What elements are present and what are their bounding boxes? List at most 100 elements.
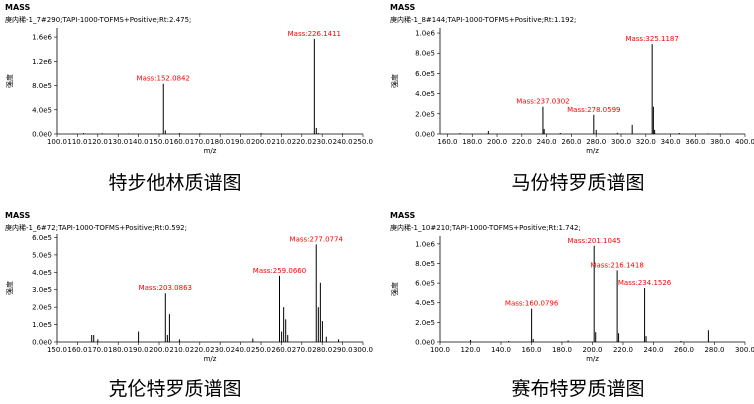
x-tick-label: 400.0	[735, 138, 754, 146]
x-tick-label: 140.0	[491, 346, 511, 354]
x-tick-label: 340.0	[661, 138, 681, 146]
caption: 克伦特罗质谱图	[108, 378, 241, 400]
x-tick-label: 190.0	[231, 138, 251, 146]
x-tick-label: 170.0	[190, 138, 210, 146]
x-tick-label: 230.0	[312, 138, 332, 146]
x-tick-label: 160.0	[437, 138, 457, 146]
x-tick-label: 100.0	[430, 346, 450, 354]
panel-subtitle: 庚内稀-1_8#144;TAPI-1000-TOFMS+Positive;Rt:…	[390, 15, 576, 24]
y-tick-label: 0.0e0	[415, 131, 435, 139]
x-tick-label: 220.0	[512, 138, 532, 146]
x-tick-label: 180.0	[210, 138, 230, 146]
x-tick-label: 180.0	[552, 346, 572, 354]
peak-label: Mass:234.1526	[618, 279, 672, 287]
x-tick-label: 110.0	[67, 138, 87, 146]
y-axis-label: 强度	[5, 74, 14, 88]
x-tick-label: 240.0	[537, 138, 557, 146]
x-tick-label: 220.0	[613, 346, 633, 354]
y-tick-label: 3.0e5	[32, 286, 52, 294]
x-tick-label: 160.0	[67, 346, 87, 354]
y-tick-label: 0.0e0	[32, 131, 52, 139]
x-tick-label: 280.0	[312, 346, 332, 354]
x-axis-label: m/z	[586, 355, 599, 363]
x-axis-label: m/z	[204, 355, 217, 363]
x-tick-label: 210.0	[271, 138, 291, 146]
y-tick-label: 4.0e5	[415, 299, 435, 307]
panel-subtitle: 庚内稀-1_7#290;TAPI-1000-TOFMS+Positive;Rt:…	[5, 15, 191, 24]
x-tick-label: 150.0	[47, 346, 67, 354]
x-tick-label: 290.0	[333, 346, 353, 354]
x-axis-label: m/z	[586, 147, 599, 155]
x-tick-label: 280.0	[704, 346, 724, 354]
x-tick-label: 360.0	[685, 138, 705, 146]
panel-subtitle: 庚内稀-1_6#72;TAPI-1000-TOFMS+Positive;Rt:0…	[5, 223, 187, 232]
spectrum-panel: MASS 庚内稀-1_6#72;TAPI-1000-TOFMS+Positive;…	[5, 211, 373, 400]
x-tick-label: 260.0	[561, 138, 581, 146]
panel-title: MASS	[5, 3, 31, 12]
peak-label: Mass:259.0660	[253, 267, 306, 275]
y-tick-label: 6.0e5	[415, 280, 435, 288]
x-tick-label: 240.0	[643, 346, 663, 354]
y-tick-label: 1.6e6	[32, 34, 52, 42]
caption: 赛布特罗质谱图	[511, 378, 644, 400]
x-tick-label: 230.0	[210, 346, 230, 354]
x-tick-label: 300.0	[735, 346, 754, 354]
y-tick-label: 1.0e6	[415, 30, 435, 38]
y-axis-label: 强度	[390, 74, 399, 88]
x-tick-label: 200.0	[582, 346, 602, 354]
x-tick-label: 180.0	[462, 138, 482, 146]
x-tick-label: 240.0	[333, 138, 353, 146]
x-tick-label: 380.0	[710, 138, 730, 146]
x-tick-label: 100.0	[47, 138, 67, 146]
y-axis-label: 强度	[390, 282, 399, 296]
x-tick-label: 150.0	[149, 138, 169, 146]
y-tick-label: 4.0e5	[415, 90, 435, 98]
peak-label: Mass:216.1418	[590, 261, 643, 269]
x-tick-label: 250.0	[353, 138, 373, 146]
y-axis-label: 强度	[5, 281, 14, 295]
y-tick-label: 8.0e5	[32, 82, 52, 90]
panel-title: MASS	[390, 211, 416, 220]
peak-label: Mass:325.1187	[625, 35, 678, 43]
y-tick-label: 8.0e5	[415, 50, 435, 58]
x-tick-label: 140.0	[129, 138, 149, 146]
peak-label: Mass:152.0842	[137, 75, 190, 83]
x-tick-label: 220.0	[292, 138, 312, 146]
panel-title: MASS	[390, 3, 416, 12]
peak-label: Mass:226.1411	[288, 30, 341, 38]
y-tick-label: 4.0e5	[32, 269, 52, 277]
x-tick-label: 170.0	[88, 346, 108, 354]
y-tick-label: 2.0e5	[415, 319, 435, 327]
y-tick-label: 2.0e5	[32, 304, 52, 312]
peak-label: Mass:237.0302	[516, 98, 569, 106]
x-tick-label: 260.0	[674, 346, 694, 354]
panel-subtitle: 庚内稀-1_10#210;TAPI-1000-TOFMS+Positive;Rt…	[390, 223, 581, 232]
peak-label: Mass:203.0863	[139, 284, 192, 292]
x-tick-label: 120.0	[460, 346, 480, 354]
peak-label: Mass:277.0774	[290, 235, 344, 243]
y-tick-label: 2.0e5	[415, 110, 435, 118]
y-tick-label: 4.0e5	[32, 106, 52, 114]
caption: 马份特罗质谱图	[511, 172, 644, 194]
x-tick-label: 270.0	[292, 346, 312, 354]
y-tick-label: 0.0e0	[415, 339, 435, 347]
x-tick-label: 260.0	[271, 346, 291, 354]
y-tick-label: 1.0e5	[32, 321, 52, 329]
x-tick-label: 120.0	[88, 138, 108, 146]
caption: 特步他林质谱图	[108, 172, 241, 194]
spectrum-panel: MASS 庚内稀-1_8#144;TAPI-1000-TOFMS+Positive…	[390, 3, 754, 194]
x-tick-label: 320.0	[636, 138, 656, 146]
spectrum-panel: MASS 庚内稀-1_7#290;TAPI-1000-TOFMS+Positive…	[5, 3, 373, 194]
x-tick-label: 160.0	[521, 346, 541, 354]
peak-label: Mass:201.1045	[567, 237, 620, 245]
x-tick-label: 200.0	[487, 138, 507, 146]
x-tick-label: 200.0	[149, 346, 169, 354]
y-tick-label: 5.0e5	[32, 251, 52, 259]
x-tick-label: 190.0	[129, 346, 149, 354]
x-tick-label: 300.0	[353, 346, 373, 354]
y-tick-label: 6.0e5	[415, 70, 435, 78]
y-tick-label: 0.0e0	[32, 339, 52, 347]
peak-label: Mass:278.0599	[567, 106, 620, 114]
panel-title: MASS	[5, 211, 31, 220]
